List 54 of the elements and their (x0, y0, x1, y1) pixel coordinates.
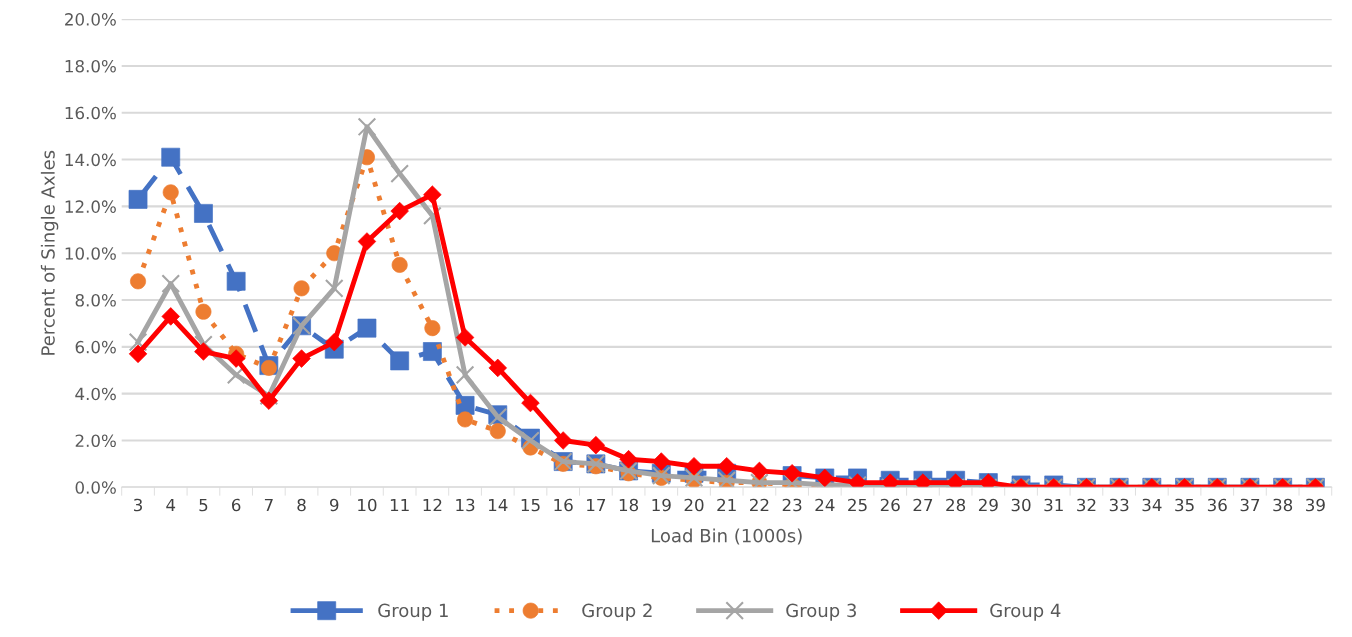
y-tick-label: 14.0% (65, 153, 116, 167)
x-tick-label: 21 (717, 498, 736, 512)
x-tick-label: 23 (782, 498, 802, 512)
x-tick-label: 3 (134, 498, 142, 512)
x-tick-label: 26 (880, 498, 900, 512)
x-tick-label: 12 (423, 498, 442, 512)
y-tick-label: 0.0% (75, 481, 116, 494)
x-tick-label: 14 (489, 498, 508, 512)
x-tick-label: 33 (1109, 498, 1129, 512)
y-tick-label: 6.0% (75, 340, 116, 354)
x-tick-label: 10 (358, 498, 377, 512)
legend-label: Group 3 (786, 603, 856, 621)
y-tick-label: 18.0% (65, 59, 116, 73)
x-tick-label: 18 (619, 498, 639, 512)
y-tick-label: 20.0% (65, 13, 116, 26)
x-tick-label: 32 (1077, 498, 1096, 512)
x-tick-label: 20 (684, 498, 704, 512)
x-tick-label: 8 (297, 498, 306, 512)
y-tick-label: 10.0% (65, 247, 116, 260)
x-tick-label: 29 (978, 498, 998, 512)
x-tick-label: 34 (1142, 498, 1162, 512)
y-tick-label: 2.0% (75, 434, 116, 448)
x-tick-label: 30 (1011, 498, 1031, 512)
y-tick-label: 16.0% (65, 106, 116, 120)
x-tick-label: 25 (848, 498, 867, 512)
x-tick-label: 17 (587, 498, 606, 512)
x-tick-label: 15 (521, 498, 540, 512)
x-tick-label: 31 (1044, 498, 1063, 512)
x-tick-label: 6 (232, 498, 241, 512)
x-tick-label: 5 (199, 498, 208, 512)
y-tick-label: 4.0% (75, 387, 116, 401)
y-axis-title: Percent of Single Axles (40, 150, 59, 355)
x-tick-label: 9 (330, 498, 339, 512)
x-tick-label: 27 (913, 498, 933, 512)
x-tick-label: 19 (652, 498, 671, 512)
x-tick-label: 4 (166, 498, 176, 512)
x-tick-label: 36 (1207, 498, 1227, 512)
legend-label: Group 1 (378, 603, 448, 621)
x-axis-title: Load Bin (1000s) (651, 528, 802, 545)
x-tick-label: 24 (815, 498, 835, 512)
legend-label: Group 4 (990, 603, 1061, 621)
y-tick-label: 12.0% (65, 200, 116, 213)
x-tick-label: 7 (264, 498, 273, 512)
x-tick-label: 16 (554, 498, 573, 512)
x-tick-label: 28 (946, 498, 966, 512)
x-tick-label: 35 (1175, 498, 1194, 512)
x-tick-label: 37 (1240, 498, 1260, 512)
x-tick-label: 13 (456, 498, 475, 512)
x-tick-label: 38 (1273, 498, 1293, 512)
x-tick-label: 39 (1306, 498, 1325, 512)
x-tick-label: 22 (750, 498, 769, 512)
y-tick-label: 8.0% (75, 293, 116, 307)
legend-label: Group 2 (582, 603, 652, 621)
x-tick-label: 11 (390, 498, 409, 512)
